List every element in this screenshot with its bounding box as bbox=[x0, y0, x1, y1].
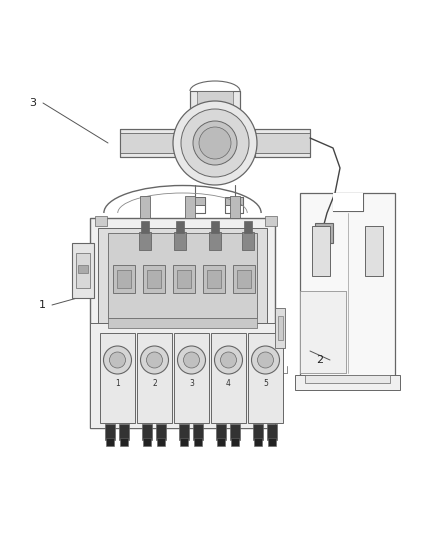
Bar bbox=[78, 265, 88, 273]
Bar bbox=[156, 424, 166, 440]
Text: 5: 5 bbox=[263, 378, 268, 387]
Circle shape bbox=[258, 352, 273, 368]
Bar bbox=[197, 91, 233, 129]
Bar bbox=[100, 333, 135, 423]
Circle shape bbox=[193, 121, 237, 165]
Bar bbox=[185, 196, 195, 218]
Bar bbox=[216, 424, 226, 440]
Bar bbox=[244, 221, 252, 233]
Bar bbox=[207, 270, 221, 288]
Bar bbox=[203, 265, 225, 293]
Circle shape bbox=[177, 346, 205, 374]
Bar bbox=[140, 196, 150, 218]
Bar bbox=[90, 218, 275, 428]
Bar bbox=[305, 375, 390, 383]
Bar bbox=[72, 243, 94, 298]
Bar bbox=[119, 424, 129, 440]
Bar bbox=[300, 291, 346, 373]
Bar bbox=[225, 197, 243, 205]
Circle shape bbox=[103, 346, 131, 374]
Bar bbox=[265, 216, 277, 226]
Bar bbox=[137, 333, 172, 423]
Bar bbox=[95, 216, 107, 226]
Bar bbox=[90, 323, 275, 428]
Bar bbox=[98, 228, 267, 323]
Bar bbox=[105, 424, 115, 440]
Bar bbox=[176, 221, 184, 233]
Bar bbox=[157, 438, 165, 446]
Text: 3: 3 bbox=[29, 98, 36, 108]
Bar bbox=[117, 270, 131, 288]
Bar bbox=[231, 438, 239, 446]
Bar bbox=[194, 438, 202, 446]
Bar bbox=[187, 197, 205, 205]
Bar bbox=[106, 438, 114, 446]
Bar bbox=[255, 129, 310, 157]
Bar bbox=[177, 270, 191, 288]
Bar bbox=[267, 424, 277, 440]
Circle shape bbox=[173, 101, 257, 185]
Bar bbox=[315, 223, 333, 243]
Bar bbox=[120, 133, 175, 153]
Bar bbox=[143, 265, 165, 293]
Bar bbox=[193, 424, 203, 440]
Bar bbox=[278, 316, 283, 340]
Circle shape bbox=[215, 346, 243, 374]
Bar bbox=[365, 226, 383, 276]
Bar bbox=[230, 424, 240, 440]
Bar bbox=[312, 226, 330, 276]
Bar bbox=[174, 333, 209, 423]
Bar bbox=[300, 291, 346, 373]
Bar bbox=[76, 253, 90, 288]
Bar bbox=[139, 232, 151, 250]
Bar bbox=[295, 375, 400, 390]
Circle shape bbox=[110, 352, 126, 368]
Bar bbox=[209, 232, 221, 250]
Text: 4: 4 bbox=[226, 378, 231, 387]
Circle shape bbox=[184, 352, 199, 368]
Text: 3: 3 bbox=[189, 378, 194, 387]
Text: 1: 1 bbox=[39, 300, 46, 310]
Bar bbox=[190, 91, 240, 129]
Circle shape bbox=[199, 127, 231, 159]
Bar bbox=[143, 438, 151, 446]
Bar bbox=[108, 318, 257, 328]
Bar bbox=[120, 129, 175, 157]
Bar bbox=[233, 265, 255, 293]
Bar bbox=[120, 438, 128, 446]
Bar bbox=[217, 438, 225, 446]
Bar bbox=[332, 193, 363, 211]
Bar bbox=[255, 133, 310, 153]
Bar bbox=[230, 196, 240, 218]
Bar bbox=[179, 424, 189, 440]
Bar bbox=[254, 438, 262, 446]
Bar bbox=[108, 233, 257, 318]
Bar bbox=[142, 424, 152, 440]
Text: 2: 2 bbox=[152, 378, 157, 387]
Text: 1: 1 bbox=[115, 378, 120, 387]
Bar bbox=[253, 424, 263, 440]
Circle shape bbox=[141, 346, 169, 374]
Text: 2: 2 bbox=[316, 355, 324, 365]
Circle shape bbox=[146, 352, 162, 368]
Bar bbox=[268, 438, 276, 446]
Circle shape bbox=[181, 109, 249, 177]
Bar bbox=[147, 270, 161, 288]
Bar bbox=[242, 232, 254, 250]
Bar bbox=[248, 333, 283, 423]
Bar bbox=[174, 232, 186, 250]
Bar bbox=[173, 265, 195, 293]
Circle shape bbox=[220, 352, 237, 368]
Circle shape bbox=[251, 346, 279, 374]
Bar bbox=[237, 270, 251, 288]
Bar bbox=[180, 438, 188, 446]
Bar bbox=[141, 221, 149, 233]
Bar bbox=[113, 265, 135, 293]
Bar bbox=[211, 221, 219, 233]
Bar bbox=[300, 193, 395, 378]
Bar bbox=[275, 308, 285, 348]
Bar bbox=[211, 333, 246, 423]
